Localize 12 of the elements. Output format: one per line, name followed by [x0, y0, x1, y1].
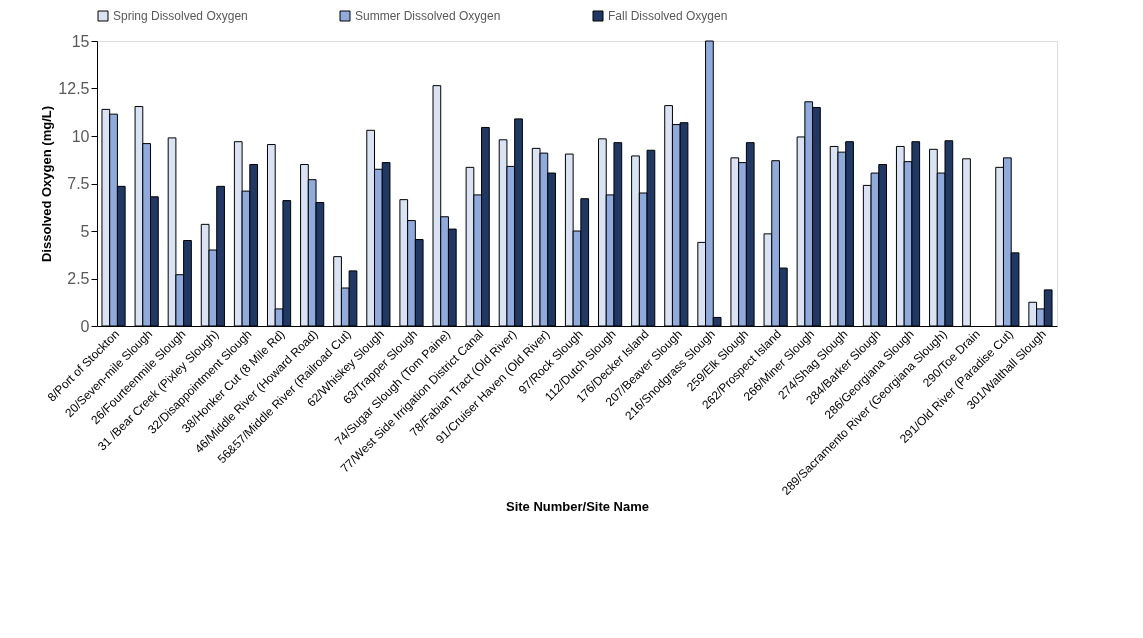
y-tick-label: 0 [80, 317, 90, 335]
legend-label: Spring Dissolved Oxygen [113, 9, 248, 23]
y-tick-label: 15 [71, 32, 90, 50]
y-tick-label: 10 [71, 127, 90, 145]
y-tick-label: 5 [80, 222, 90, 240]
y-axis-title: Dissolved Oxygen (mg/L) [39, 105, 55, 263]
y-tick-label: 7.5 [67, 175, 90, 192]
x-axis-title: Site Number/Site Name [505, 499, 650, 515]
y-tick-label: 2.5 [67, 270, 90, 287]
legend-label: Summer Dissolved Oxygen [355, 9, 501, 23]
y-tick-label: 12.5 [58, 80, 90, 97]
legend-label: Fall Dissolved Oxygen [608, 9, 728, 23]
